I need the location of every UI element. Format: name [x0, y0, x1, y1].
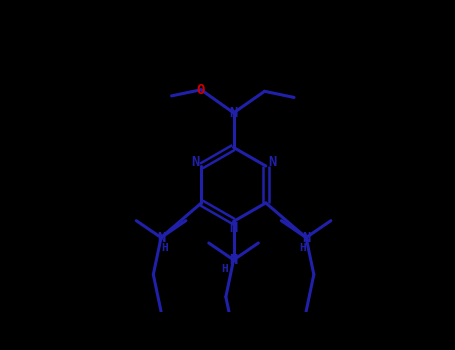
Text: N: N [191, 155, 199, 169]
Text: H: H [221, 264, 228, 274]
Text: N: N [268, 155, 276, 169]
Text: N: N [157, 231, 165, 245]
Text: O: O [197, 83, 205, 97]
Text: N: N [229, 106, 238, 120]
Text: N: N [229, 253, 238, 267]
Text: N: N [302, 231, 310, 245]
Text: N: N [229, 220, 238, 234]
Text: H: H [299, 243, 306, 253]
Text: H: H [162, 243, 168, 253]
